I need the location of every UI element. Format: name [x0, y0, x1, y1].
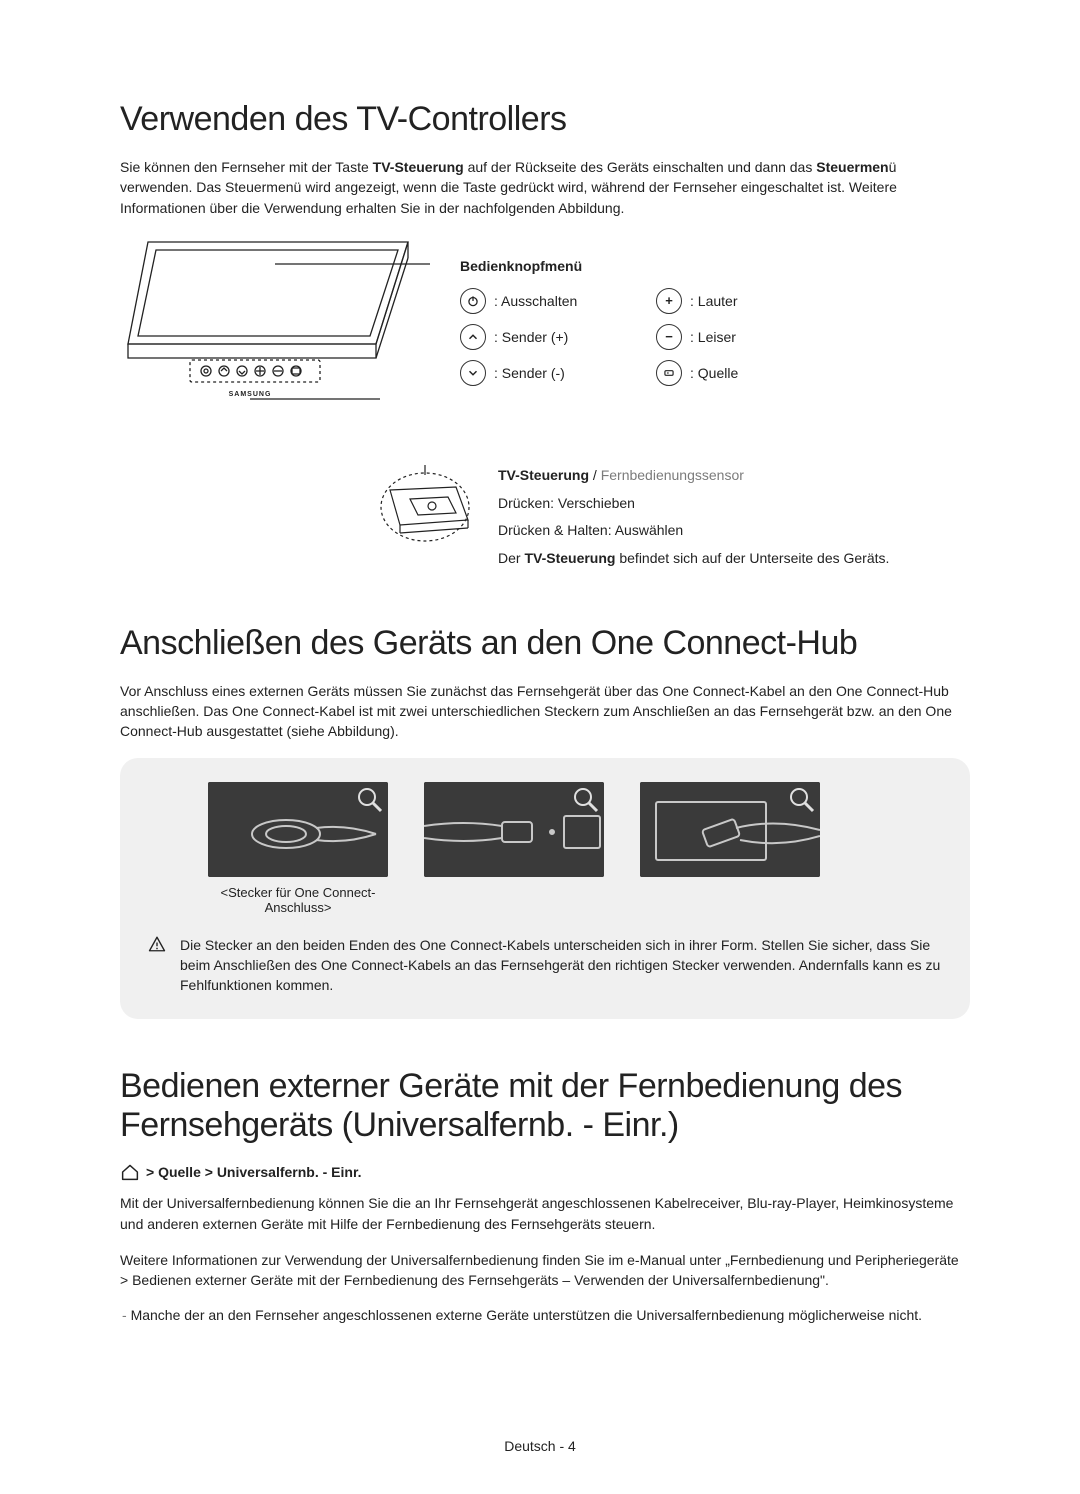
menu-chup: : Sender (+) [460, 324, 650, 350]
menu-source-label: : Quelle [690, 365, 738, 381]
svg-text:SAMSUNG: SAMSUNG [229, 391, 272, 398]
chevron-down-icon [460, 360, 486, 386]
sensor-title-sep: / [589, 467, 601, 483]
magnifier-icon [572, 786, 600, 814]
thumb-3 [640, 782, 820, 877]
menu-chup-label: : Sender (+) [494, 329, 568, 345]
plus-icon: + [656, 288, 682, 314]
section3-title: Bedienen externer Geräte mit der Fernbed… [120, 1067, 970, 1145]
sensor-title: TV-Steuerung / Fernbedienungssensor [498, 465, 889, 487]
intro-part-0: Sie können den Fernseher mit der Taste [120, 159, 373, 175]
menu-chdown: : Sender (-) [460, 360, 650, 386]
tv-illustration: SAMSUNG [120, 234, 430, 439]
sensor-title-bold: TV-Steuerung [498, 467, 589, 483]
thumb-1 [208, 782, 388, 877]
section2-intro: Vor Anschluss eines externen Geräts müss… [120, 681, 970, 742]
thumb-2 [424, 782, 604, 877]
menu-power-label: : Ausschalten [494, 293, 577, 309]
menu-volup-label: : Lauter [690, 293, 737, 309]
one-connect-callout: <Stecker für One Connect-Anschluss> [120, 758, 970, 1020]
menu-source: : Quelle [656, 360, 846, 386]
nav-text: > Quelle > Universalfernb. - Einr. [146, 1164, 362, 1180]
menu-voldown-label: : Leiser [690, 329, 736, 345]
section3-p2: Weitere Informationen zur Verwendung der… [120, 1250, 970, 1291]
source-icon [656, 360, 682, 386]
page-footer: Deutsch - 4 [0, 1438, 1080, 1454]
intro-part-3: Steuermen [816, 159, 888, 175]
sensor-hold: Drücken & Halten: Auswählen [498, 520, 889, 542]
home-icon [120, 1163, 140, 1181]
intro-part-1: TV-Steuerung [373, 159, 464, 175]
menu-volup: + : Lauter [656, 288, 846, 314]
intro-part-2: auf der Rückseite des Geräts einschalten… [464, 159, 817, 175]
sensor-block: TV-Steuerung / Fernbedienungssensor Drüc… [370, 465, 970, 576]
sensor-title-grey: Fernbedienungssensor [601, 467, 744, 483]
menu-voldown: − : Leiser [656, 324, 846, 350]
section1-title: Verwenden des TV-Controllers [120, 100, 970, 139]
warning-text: Die Stecker an den beiden Enden des One … [180, 935, 942, 996]
power-icon [460, 288, 486, 314]
nav-path: > Quelle > Universalfernb. - Einr. [120, 1163, 970, 1181]
warning-icon [148, 935, 166, 996]
menu-power: : Ausschalten [460, 288, 650, 314]
sensor-illustration [370, 465, 480, 576]
thumb-caption: <Stecker für One Connect-Anschluss> [208, 885, 388, 915]
chevron-up-icon [460, 324, 486, 350]
sensor-location: Der TV-Steuerung befindet sich auf der U… [498, 548, 889, 570]
section1-intro: Sie können den Fernseher mit der Taste T… [120, 157, 970, 218]
tv-diagram: SAMSUNG Bedienknopfmenü : Ausschalten + … [120, 234, 970, 439]
section3-note: Manche der an den Fernseher angeschlosse… [122, 1307, 970, 1323]
menu-title: Bedienknopfmenü [460, 258, 970, 274]
minus-icon: − [656, 324, 682, 350]
section3-p1: Mit der Universalfernbedienung können Si… [120, 1193, 970, 1234]
section2-title: Anschließen des Geräts an den One Connec… [120, 624, 970, 663]
magnifier-icon [356, 786, 384, 814]
sensor-press: Drücken: Verschieben [498, 493, 889, 515]
magnifier-icon [788, 786, 816, 814]
menu-chdown-label: : Sender (-) [494, 365, 565, 381]
